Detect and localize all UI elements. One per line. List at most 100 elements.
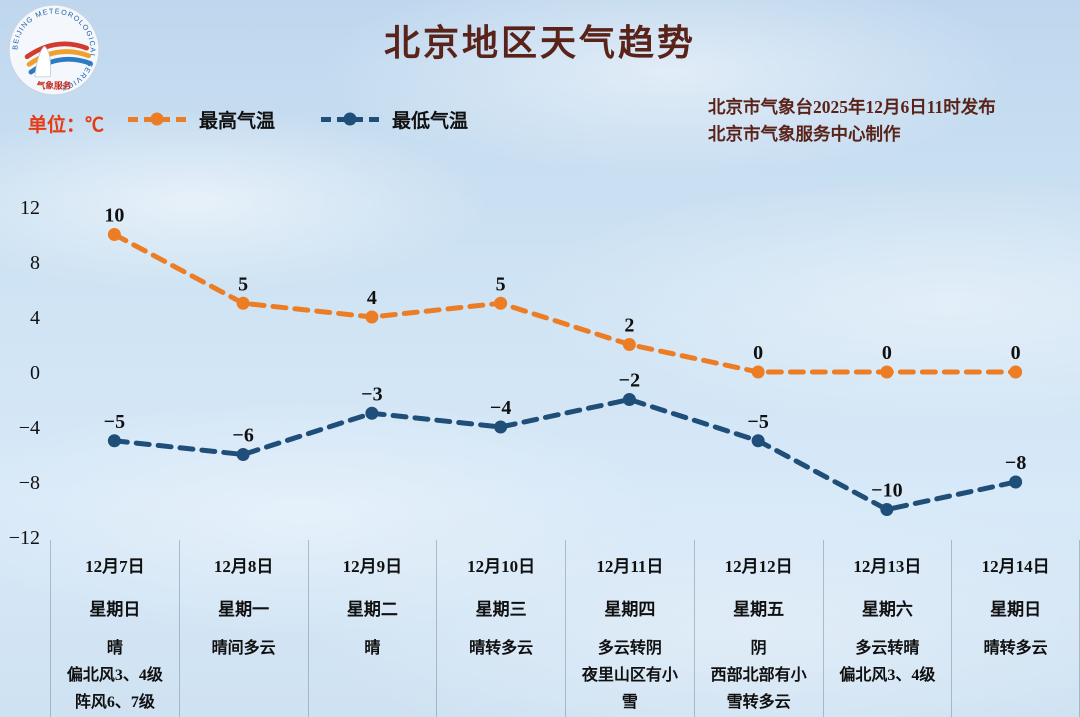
forecast-column: 12月9日星期二晴 xyxy=(307,540,437,717)
legend-item-low: 最低气温 xyxy=(321,106,468,133)
y-axis-label: 8 xyxy=(30,252,40,274)
data-point-high xyxy=(494,296,508,310)
forecast-weekday: 星期五 xyxy=(733,600,785,619)
y-axis-label: 4 xyxy=(30,307,40,329)
data-label-low: −4 xyxy=(490,397,511,419)
forecast-description-line: 多云转阴 xyxy=(597,640,662,657)
data-point-low xyxy=(494,420,508,434)
legend-label-low: 最低气温 xyxy=(392,111,469,132)
forecast-weekday: 星期三 xyxy=(475,600,527,619)
y-axis-label: 0 xyxy=(30,362,40,384)
unit-label: 单位：℃ xyxy=(28,115,105,136)
forecast-column: 12月13日 星期六多云转晴偏北风3、4级 xyxy=(822,540,952,717)
data-label-high: 10 xyxy=(104,205,124,227)
forecast-description-line: 晴 xyxy=(364,640,381,657)
data-label-low: −5 xyxy=(104,411,125,433)
data-point-low xyxy=(236,448,250,461)
issue-line-1: 北京市气象台2025年12月6日11时发布 xyxy=(708,97,996,117)
data-point-low xyxy=(622,393,636,406)
data-point-low xyxy=(880,503,894,516)
data-label-low: −6 xyxy=(232,425,253,447)
forecast-weekday: 星期四 xyxy=(604,600,656,619)
legend-item-high: 最高气温 xyxy=(128,106,275,133)
forecast-weekday: 星期一 xyxy=(218,600,270,619)
forecast-date: 12月13日 xyxy=(853,557,922,576)
y-axis-label: 12 xyxy=(20,197,40,219)
forecast-description: 阴西部北部有小 雪转多云 xyxy=(695,635,823,716)
data-label-high: 0 xyxy=(882,342,892,364)
data-point-high xyxy=(1009,365,1023,379)
forecast-date: 12月9日 xyxy=(342,557,403,576)
forecast-column: 12月11日 星期四 多云转阴 夜里山区有小雪 xyxy=(565,540,694,717)
data-point-high xyxy=(751,365,765,379)
logo-yellow-swoosh xyxy=(26,49,91,67)
forecast-column: 12月7日星期日晴偏北风3、4级 阵风6、7级 xyxy=(50,540,179,717)
legend-dot-low xyxy=(343,112,357,125)
forecast-description-line: 雪转多云 xyxy=(726,694,791,711)
data-point-high xyxy=(880,365,894,379)
forecast-date: 12月12日 xyxy=(724,557,793,576)
logo-white-shape xyxy=(34,45,51,78)
page-title: 北京地区天气趋势 xyxy=(383,23,696,63)
chart-legend: 最高气温 最低气温 xyxy=(128,106,468,133)
data-label-low: −3 xyxy=(361,383,382,405)
forecast-description-line: 西部北部有小 xyxy=(710,667,807,684)
data-point-low xyxy=(365,406,379,420)
forecast-description-line: 晴 xyxy=(106,640,123,657)
temperature-chart: 12 8 4 0 −4 −8 −12 10 5 4 5 2 0 0 0 −5 −6 −3 −4 −2 −5 −10 −8 xyxy=(9,197,1027,549)
legend-swatch-high xyxy=(128,112,186,125)
forecast-description: 晴间多云 xyxy=(180,635,308,662)
forecast-description: 多云转阴夜里山区有小雪 xyxy=(566,635,694,716)
data-label-high: 0 xyxy=(753,342,763,364)
forecast-weekday: 星期日 xyxy=(89,600,141,619)
data-label-high: 5 xyxy=(238,273,248,295)
logo: BEIJING METEOROLOGICAL SERVICE 气象服务 xyxy=(8,4,100,96)
forecast-weekday: 星期二 xyxy=(346,600,398,619)
forecast-weekday: 星期日 xyxy=(990,600,1042,619)
forecast-column: 12月14日 星期日晴转多云 xyxy=(951,540,1080,717)
forecast-description-line: 晴间多云 xyxy=(211,640,276,657)
data-label-high: 5 xyxy=(496,273,506,295)
data-label-low: −10 xyxy=(871,480,902,502)
forecast-column: 12月8日星期一晴间多云 xyxy=(178,540,308,717)
forecast-date: 12月10日 xyxy=(467,557,536,576)
forecast-description-line: 晴转多云 xyxy=(469,640,534,657)
logo-bottom-text: 气象服务 xyxy=(36,79,72,90)
legend-dot-high xyxy=(150,112,164,125)
forecast-description: 晴偏北风3、4级 阵风6、7级 xyxy=(51,635,179,716)
forecast-description-line: 偏北风3、4级 xyxy=(839,667,936,684)
data-point-high xyxy=(365,310,379,324)
legend-swatch-low xyxy=(321,112,380,125)
logo-red-swoosh xyxy=(24,41,90,60)
issue-line-2: 北京市气象服务中心制作 xyxy=(708,124,901,144)
data-point-high xyxy=(622,338,636,351)
legend-label-high: 最高气温 xyxy=(199,111,276,132)
forecast-description-line: 阴 xyxy=(750,640,767,657)
data-label-high: 4 xyxy=(367,287,377,309)
forecast-date: 12月8日 xyxy=(213,557,274,576)
forecast-description: 晴转多云 xyxy=(952,635,1079,662)
data-point-high xyxy=(236,296,250,310)
data-label-high: 2 xyxy=(624,315,634,337)
y-axis-label: −8 xyxy=(19,472,40,494)
y-axis-label: −4 xyxy=(19,417,40,439)
data-label-low: −2 xyxy=(619,370,640,392)
forecast-date: 12月7日 xyxy=(85,557,145,576)
data-point-low xyxy=(751,434,765,448)
data-point-low xyxy=(1009,475,1023,489)
data-point-high xyxy=(107,228,121,241)
forecast-description-line: 夜里山区有小 xyxy=(581,667,678,684)
forecast-description-line: 多云转晴 xyxy=(855,640,920,657)
forecast-date: 12月14日 xyxy=(981,557,1050,576)
forecast-column: 12月10日 星期三晴转多云 xyxy=(436,540,565,717)
forecast-description-line: 阵风6、7级 xyxy=(74,694,155,711)
forecast-description-line: 晴转多云 xyxy=(983,640,1048,657)
y-axis-label: −12 xyxy=(9,527,40,549)
forecast-column: 12月12日 星期五阴西部北部有小 雪转多云 xyxy=(693,540,823,717)
forecast-table: 12月7日 星期日晴偏北风3、4级 阵风6、7级 12月8日 星期一 晴间多云 12月9日星… xyxy=(50,540,1080,717)
forecast-description: 晴 xyxy=(309,635,437,662)
forecast-weekday: 星期六 xyxy=(861,600,913,619)
forecast-description-line: 雪 xyxy=(621,694,638,711)
forecast-description: 多云转晴偏北风3、4级 xyxy=(824,635,952,689)
